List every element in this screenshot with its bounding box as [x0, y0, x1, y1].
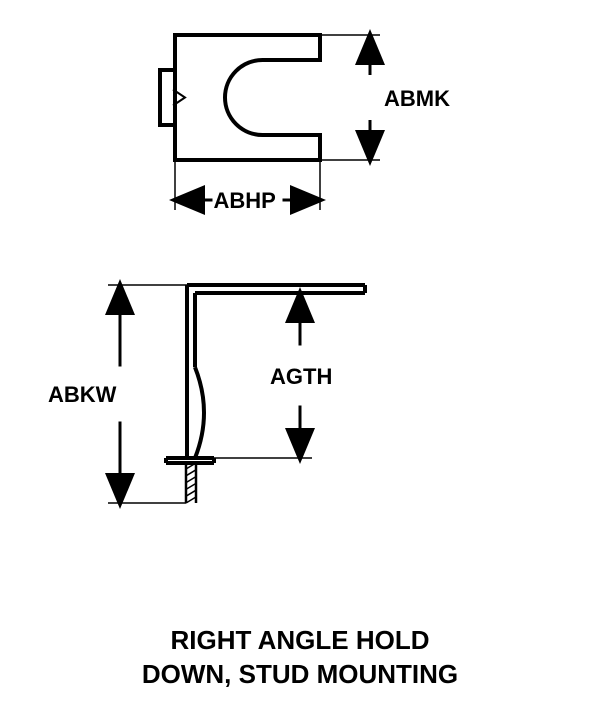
top-view-shape	[160, 35, 320, 160]
title-line-2: DOWN, STUD MOUNTING	[0, 659, 600, 690]
title-line-1: RIGHT ANGLE HOLD	[0, 625, 600, 656]
side-view-dimensions	[108, 285, 312, 503]
diagram-canvas	[0, 0, 600, 720]
label-agth: AGTH	[270, 364, 332, 390]
label-abmk: ABMK	[384, 86, 450, 112]
label-abkw: ABKW	[48, 382, 116, 408]
side-view-shape	[166, 285, 365, 503]
label-abhp: ABHP	[214, 188, 276, 214]
